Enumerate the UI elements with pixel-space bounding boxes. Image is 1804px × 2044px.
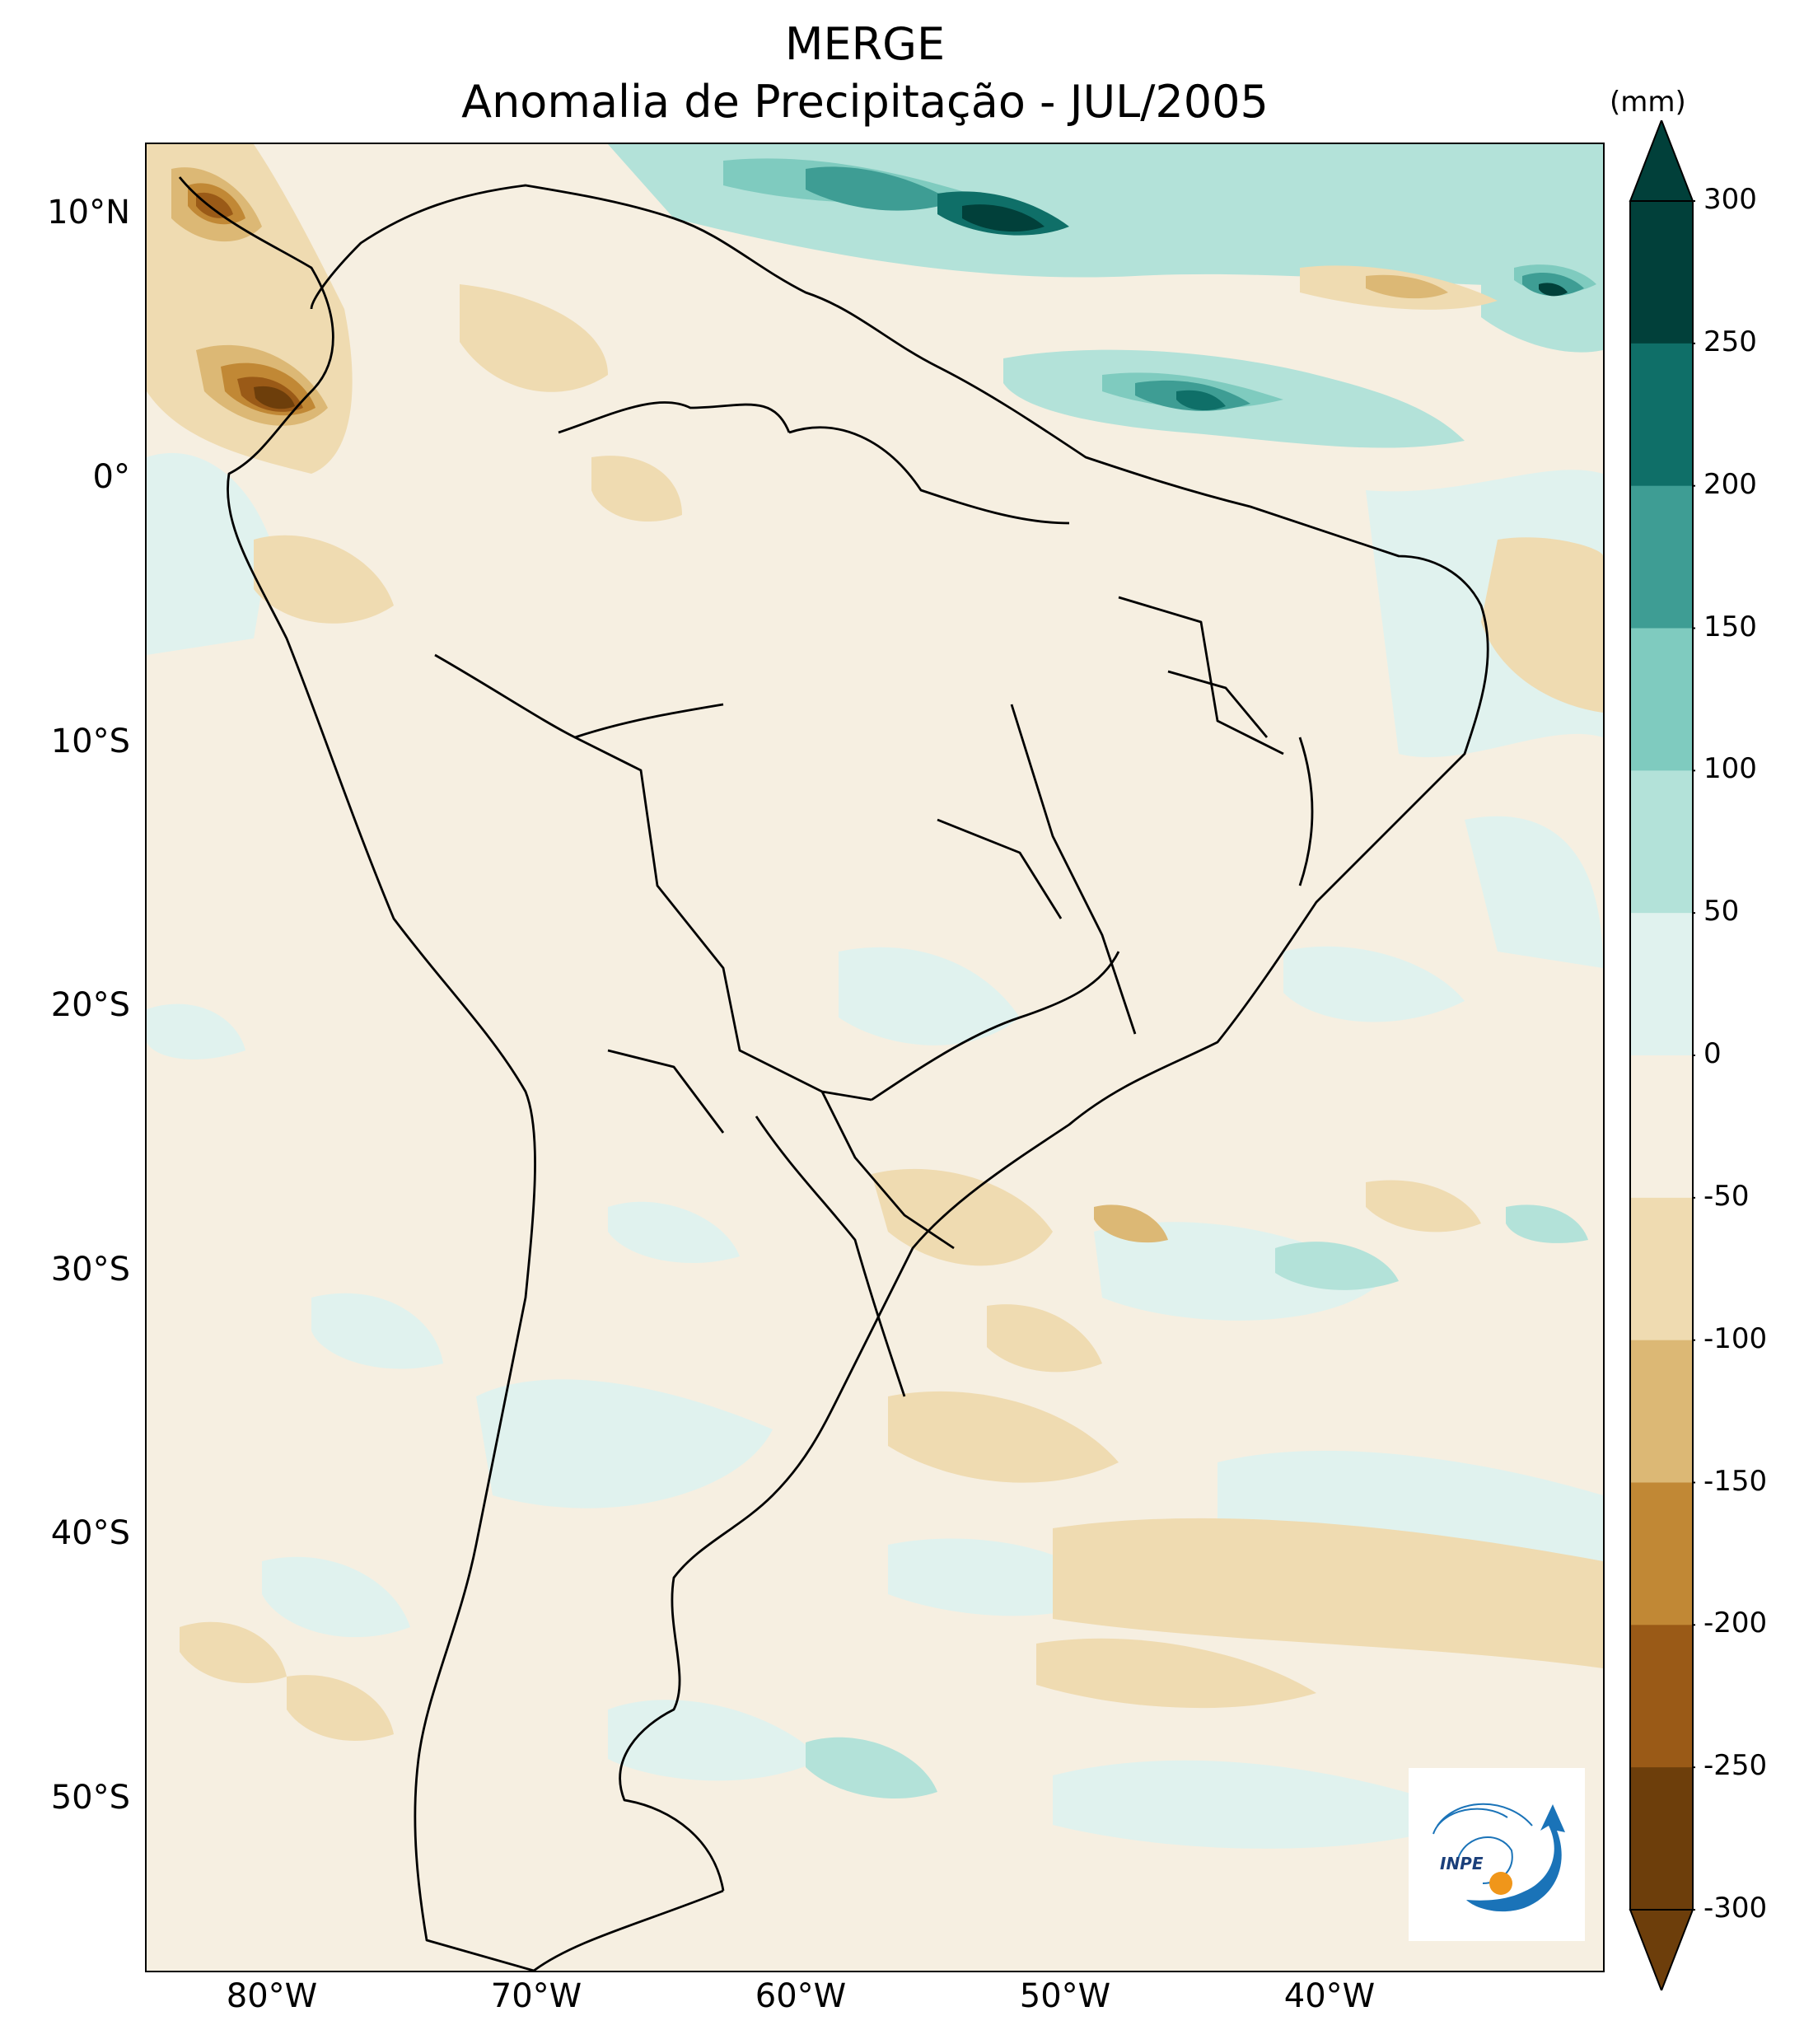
map-title-line1: MERGE [784,18,946,70]
colorbar-band [1630,485,1693,629]
inpe-logo-graphic: INPE [1432,1803,1565,1912]
inpe-logo: INPE [1409,1768,1585,1941]
colorbar-tick-label: -100 [1704,1321,1768,1355]
colorbar [1629,120,1695,1990]
lat-label-10n: 10°N [47,194,130,232]
colorbar-tick-label: 50 [1704,895,1740,928]
colorbar-tick-label: 200 [1704,467,1757,501]
colorbar-tick-label: 300 [1704,183,1757,216]
lat-label-50s: 50°S [50,1779,130,1817]
colorbar-tick-label: 250 [1704,325,1757,358]
colorbar-band [1630,201,1693,344]
colorbar-band [1630,1482,1693,1625]
colorbar-tick-label: -250 [1704,1749,1768,1783]
colorbar-tick-label: -150 [1704,1464,1768,1498]
colorbar-tick-label: 100 [1704,752,1757,786]
colorbar-band [1630,1197,1693,1341]
colorbar-tick-label: -300 [1704,1892,1768,1925]
lon-label-40w: 40°W [1283,1977,1376,2015]
lon-label-70w: 70°W [490,1977,582,2015]
colorbar-upper-extend-arrow [1629,120,1694,202]
colorbar-tick-label: 150 [1704,610,1757,643]
colorbar-band [1630,628,1693,771]
lon-label-50w: 50°W [1019,1977,1111,2015]
lat-label-30s: 30°S [50,1251,130,1289]
lat-label-0: 0° [92,458,130,496]
lat-label-10s: 10°S [50,723,130,760]
colorbar-outline [1629,200,1694,1911]
colorbar-band [1630,913,1693,1056]
inpe-logo-text: INPE [1440,1854,1484,1873]
colorbar-tick-label: 0 [1704,1037,1722,1070]
colorbar-band [1630,1625,1693,1768]
colorbar-band [1630,770,1693,914]
lat-label-20s: 20°S [50,986,130,1024]
colorbar-band [1630,1767,1693,1911]
colorbar-lower-extend-arrow [1629,1909,1694,1990]
colorbar-band [1630,1055,1693,1199]
lon-label-80w: 80°W [226,1977,318,2015]
lat-label-40s: 40°S [50,1514,130,1552]
map-title-line2: Anomalia de Precipitação - JUL/2005 [461,76,1269,128]
lon-label-60w: 60°W [755,1977,847,2015]
colorbar-tick-label: -50 [1704,1179,1750,1213]
colorbar-band [1630,343,1693,487]
colorbar-unit-label: (mm) [1610,86,1686,119]
colorbar-tick-label: -200 [1704,1607,1768,1640]
precipitation-anomaly-map [147,144,1603,1971]
colorbar-band [1630,1340,1693,1483]
map-panel [145,143,1605,1972]
